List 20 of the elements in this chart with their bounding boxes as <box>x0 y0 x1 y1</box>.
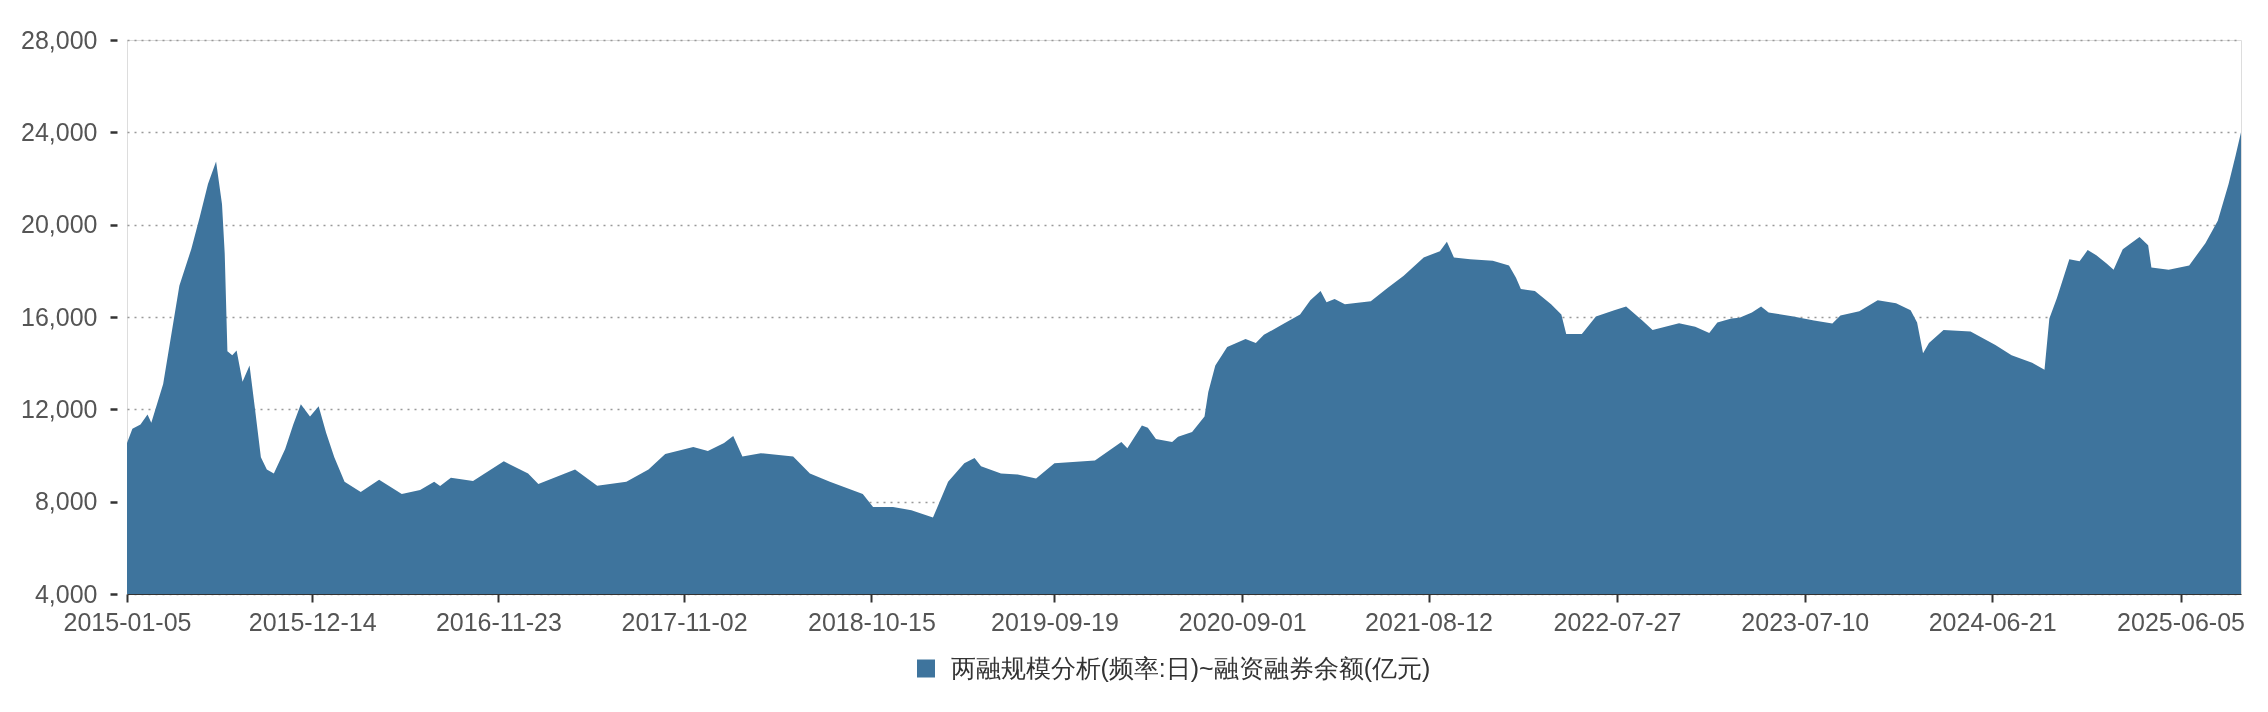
y-tick-label: 24,000 <box>21 117 98 146</box>
x-tick-label: 2024-06-21 <box>1928 607 2057 636</box>
x-tick-label: 2020-09-01 <box>1178 607 1307 636</box>
x-tick-label: 2015-12-14 <box>248 607 377 636</box>
y-tick-label: 28,000 <box>21 25 98 54</box>
x-tick-label: 2023-07-10 <box>1741 607 1870 636</box>
x-tick-label: 2025-06-05 <box>2117 607 2245 636</box>
y-tick-label: 8,000 <box>34 487 98 516</box>
x-tick-label: 2017-11-02 <box>621 607 748 636</box>
x-tick-label: 2021-08-12 <box>1365 607 1493 636</box>
y-tick-label: 16,000 <box>21 302 98 331</box>
x-tick-label: 2015-01-05 <box>63 607 192 636</box>
y-tick-label: 20,000 <box>21 210 98 239</box>
x-tick-label: 2016-11-23 <box>435 607 562 636</box>
x-tick-label: 2022-07-27 <box>1553 607 1682 636</box>
legend-label: 两融规模分析(频率:日)~融资融券余额(亿元) <box>950 653 1431 682</box>
x-tick-label: 2018-10-15 <box>807 607 936 636</box>
y-tick-label: 4,000 <box>34 579 98 608</box>
y-tick-label: 12,000 <box>21 394 98 423</box>
x-tick-label: 2019-09-19 <box>990 607 1119 636</box>
